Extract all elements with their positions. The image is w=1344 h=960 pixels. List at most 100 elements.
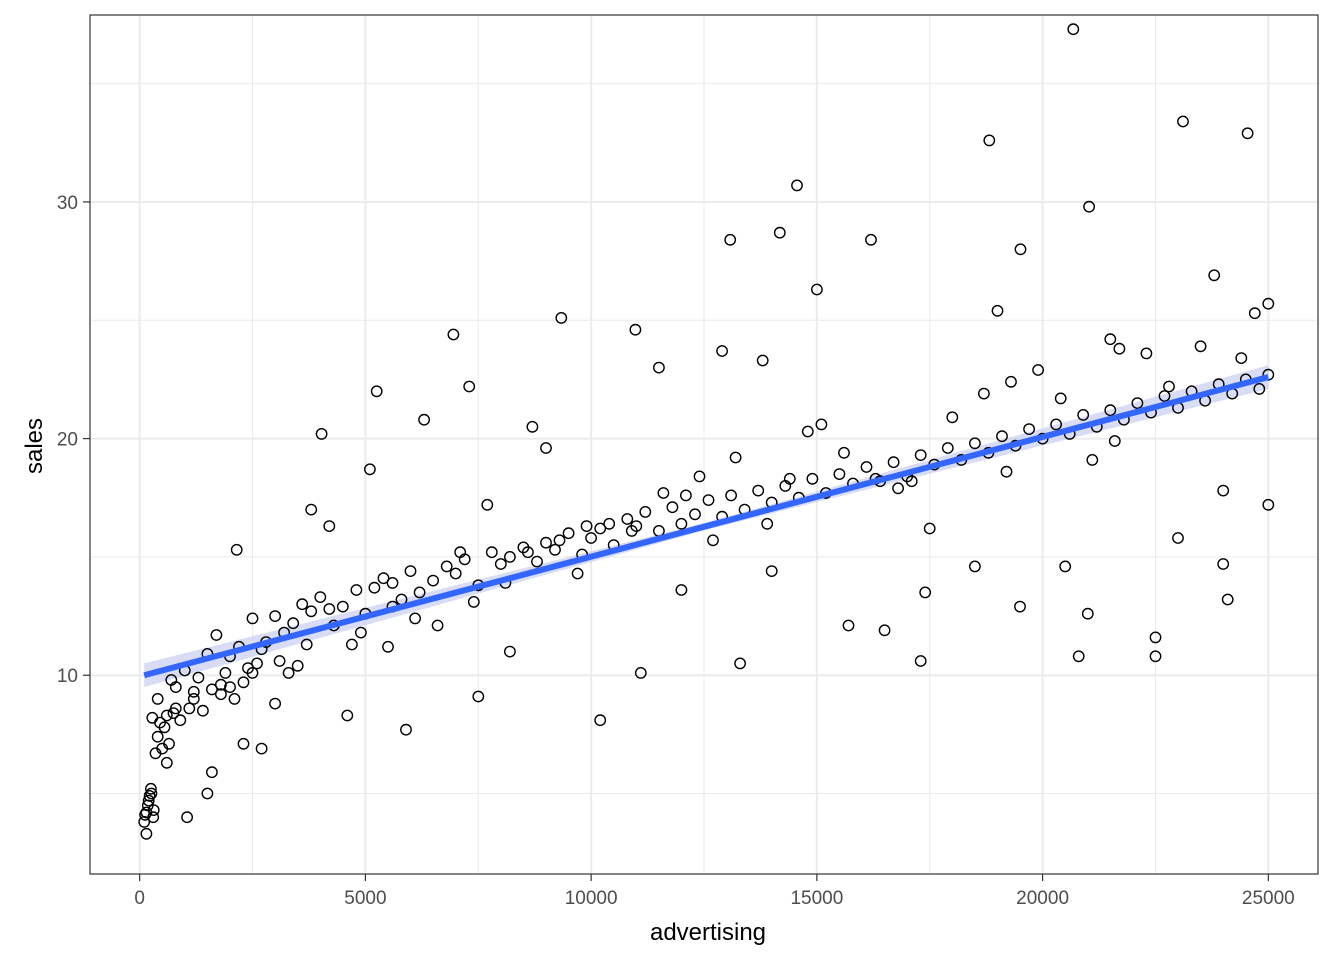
- y-axis-title: sales: [21, 418, 48, 474]
- data-point: [919, 586, 932, 599]
- data-point: [1108, 435, 1121, 447]
- data-point: [594, 714, 607, 727]
- data-point: [192, 671, 205, 684]
- data-point: [860, 461, 873, 473]
- data-point: [585, 532, 597, 544]
- data-point: [1104, 404, 1117, 417]
- data-point: [702, 494, 715, 506]
- data-point: [887, 456, 900, 469]
- data-point: [1262, 498, 1275, 511]
- data-point: [386, 577, 399, 589]
- data-point: [1235, 352, 1248, 364]
- data-point: [1000, 465, 1013, 478]
- data-point: [296, 598, 309, 611]
- data-point: [1149, 631, 1162, 644]
- data-point: [169, 702, 182, 715]
- data-point: [205, 683, 218, 696]
- data-point: [1241, 127, 1254, 140]
- data-point: [639, 505, 652, 518]
- x-tick-label: 25000: [1242, 888, 1295, 909]
- data-point: [892, 482, 904, 495]
- data-point: [205, 766, 218, 779]
- data-point: [562, 527, 575, 540]
- data-point: [1054, 392, 1067, 405]
- data-point: [765, 565, 778, 577]
- data-point: [923, 522, 936, 535]
- data-point: [503, 551, 516, 563]
- data-point: [142, 794, 155, 807]
- panel-border: [89, 14, 1319, 875]
- data-point: [1221, 593, 1234, 606]
- y-tick-label: 10: [57, 666, 78, 687]
- data-point: [693, 470, 706, 483]
- data-point: [1005, 375, 1017, 388]
- data-point: [555, 311, 568, 324]
- data-point: [363, 463, 376, 476]
- data-point: [1248, 307, 1261, 320]
- data-point: [382, 640, 394, 653]
- data-point: [603, 517, 616, 530]
- data-point: [675, 584, 688, 596]
- data-point: [689, 508, 701, 521]
- data-point: [139, 808, 152, 821]
- data-point: [269, 610, 281, 622]
- data-point: [1059, 560, 1072, 573]
- data-point: [865, 233, 877, 246]
- data-point: [341, 709, 354, 722]
- x-tick-label: 5000: [344, 888, 386, 909]
- data-point: [481, 498, 494, 511]
- x-tick-label: 20000: [1016, 888, 1069, 909]
- data-point: [1077, 408, 1090, 421]
- data-point: [418, 413, 430, 426]
- data-point: [305, 605, 318, 618]
- data-point: [815, 418, 828, 431]
- data-point: [160, 709, 173, 722]
- data-point: [187, 685, 200, 698]
- data-point: [144, 782, 157, 795]
- data-point: [1083, 200, 1096, 213]
- data-point: [300, 638, 313, 651]
- data-point: [571, 567, 584, 580]
- data-point: [716, 345, 728, 357]
- data-point: [549, 543, 561, 556]
- data-point: [174, 714, 187, 727]
- data-point: [273, 655, 286, 667]
- data-point: [228, 693, 241, 705]
- data-point: [801, 425, 814, 438]
- data-point: [1072, 650, 1085, 663]
- data-point: [201, 787, 214, 800]
- data-point: [237, 737, 250, 750]
- data-point: [983, 134, 996, 147]
- x-tick-label: 0: [134, 888, 145, 909]
- data-point: [1217, 484, 1230, 497]
- data-point: [791, 179, 803, 192]
- data-point: [1131, 397, 1144, 409]
- data-point: [147, 811, 160, 824]
- data-point: [540, 442, 552, 454]
- data-point: [160, 756, 173, 769]
- x-axis-ticks: 0 5000 10000 15000 20000 25000: [134, 874, 1295, 909]
- data-point: [531, 555, 543, 568]
- data-point: [1172, 532, 1184, 544]
- data-point: [553, 534, 566, 547]
- data-point: [914, 655, 927, 667]
- data-point: [838, 446, 850, 459]
- data-point: [224, 681, 236, 693]
- data-point: [680, 489, 692, 502]
- data-point: [377, 572, 390, 585]
- data-point: [1217, 558, 1230, 570]
- data-point: [183, 702, 196, 715]
- data-point: [806, 472, 819, 485]
- data-point: [522, 546, 534, 559]
- data-point: [1032, 364, 1045, 376]
- data-point: [969, 560, 981, 573]
- data-point: [251, 657, 263, 670]
- data-point: [169, 681, 182, 693]
- data-point: [1023, 423, 1035, 435]
- data-point: [336, 600, 349, 613]
- data-point: [409, 612, 421, 625]
- data-point: [140, 827, 153, 840]
- data-point: [724, 233, 737, 246]
- data-point: [756, 354, 769, 367]
